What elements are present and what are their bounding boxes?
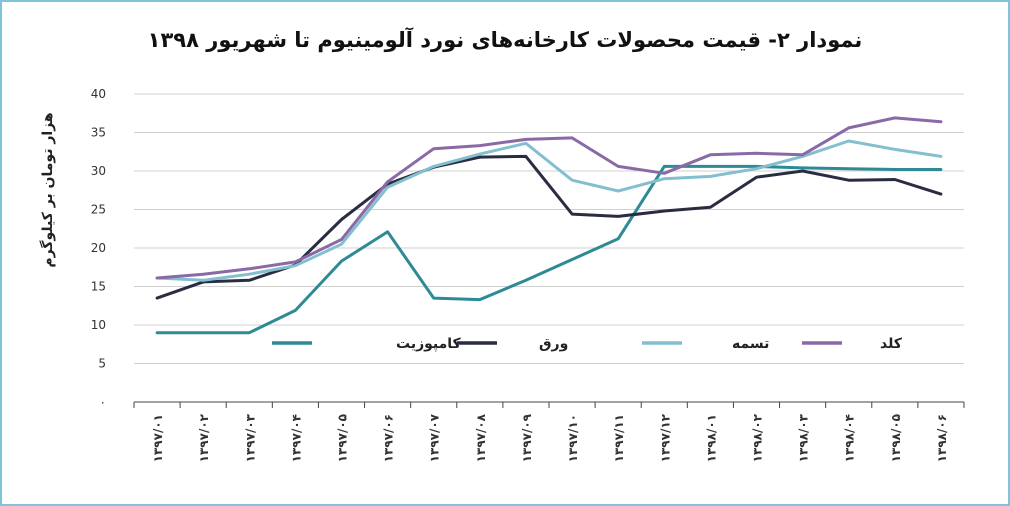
x-tick-label: ۱۳۹۸/۰۳ xyxy=(797,413,811,462)
y-tick-label: 5 xyxy=(98,357,106,371)
y-tick-label: ۰ xyxy=(100,395,106,409)
y-tick-label: 15 xyxy=(91,280,106,294)
x-tick-label: ۱۳۹۷/۰۲ xyxy=(197,413,211,462)
y-tick-label: 25 xyxy=(91,203,106,217)
x-tick-label: ۱۳۹۷/۱۲ xyxy=(658,413,672,462)
x-tick-label: ۱۳۹۷/۱۱ xyxy=(612,414,626,462)
y-tick-label: 10 xyxy=(91,318,106,332)
legend-label: کلد xyxy=(880,336,903,352)
x-tick-label: ۱۳۹۸/۰۵ xyxy=(889,414,903,462)
series-line xyxy=(155,116,943,280)
x-tick-label: ۱۳۹۷/۰۸ xyxy=(474,413,488,462)
y-tick-label: 35 xyxy=(91,126,106,140)
x-tick-label: ۱۳۹۷/۰۵ xyxy=(336,414,350,462)
x-tick-label: ۱۳۹۸/۰۴ xyxy=(843,414,857,462)
x-tick-label: ۱۳۹۷/۰۷ xyxy=(428,413,442,462)
series-line xyxy=(155,154,943,300)
x-tick-label: ۱۳۹۷/۰۹ xyxy=(520,413,534,462)
series-line xyxy=(155,164,943,335)
chart-title: نمودار ۲- قیمت محصولات کارخانه‌های نورد … xyxy=(147,28,863,52)
x-tick-label: ۱۳۹۸/۰۲ xyxy=(751,413,765,462)
y-tick-label: 20 xyxy=(91,241,106,255)
x-tick-label: ۱۳۹۷/۱۰ xyxy=(566,414,580,462)
x-tick-label: ۱۳۹۷/۰۱ xyxy=(151,414,165,462)
x-tick-label: ۱۳۹۸/۰۱ xyxy=(704,414,718,462)
x-tick-label: ۱۳۹۷/۰۳ xyxy=(243,413,257,462)
series-line xyxy=(155,139,943,282)
y-tick-label: 40 xyxy=(91,87,106,101)
y-tick-label: 30 xyxy=(91,164,106,178)
legend-label: تسمه xyxy=(732,336,769,352)
x-tick-label: ۱۳۹۷/۰۴ xyxy=(289,414,303,462)
x-tick-label: ۱۳۹۷/۰۶ xyxy=(382,414,396,462)
legend-label: کامپوزیت xyxy=(396,336,462,352)
legend-label: ورق xyxy=(539,336,568,352)
x-tick-label: ۱۳۹۸/۰۶ xyxy=(935,414,949,462)
